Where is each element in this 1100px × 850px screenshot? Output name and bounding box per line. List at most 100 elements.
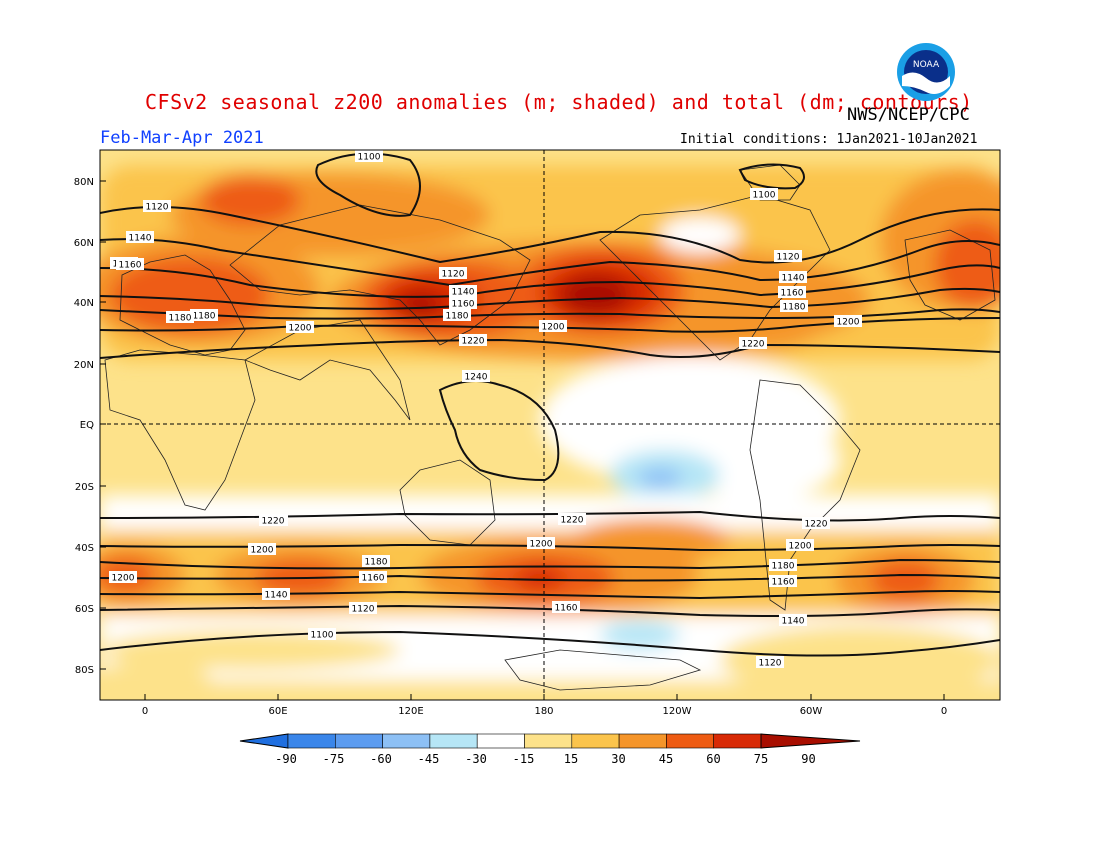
svg-text:1160: 1160	[119, 261, 142, 271]
contour-label: 1140	[262, 588, 290, 601]
svg-text:1220: 1220	[462, 337, 485, 347]
colorbar-label: 75	[754, 752, 768, 766]
svg-text:1200: 1200	[112, 574, 135, 584]
longitude-axis: 0 60E 120E 180 120W 60W 0	[142, 694, 947, 717]
colorbar-swatch	[713, 733, 762, 749]
svg-text:1120: 1120	[146, 203, 169, 213]
contour-label: 1220	[459, 334, 487, 347]
colorbar-swatch	[666, 733, 715, 749]
contour-label: 1120	[143, 200, 171, 213]
contour-label: 1220	[259, 514, 287, 527]
svg-text:1200: 1200	[789, 542, 812, 552]
season-label: Feb-Mar-Apr 2021	[100, 128, 264, 148]
svg-text:1200: 1200	[542, 323, 565, 333]
lon-tick-label: 0	[142, 706, 148, 717]
svg-text:1140: 1140	[452, 288, 475, 298]
colorbar-label: 45	[659, 752, 673, 766]
colorbar-right-arrow	[760, 733, 861, 749]
svg-text:1200: 1200	[251, 546, 274, 556]
svg-text:1140: 1140	[129, 234, 152, 244]
svg-text:1180: 1180	[193, 312, 216, 322]
contour-label: 1120	[349, 602, 377, 615]
lat-tick-label: 20S	[75, 482, 94, 493]
svg-text:1220: 1220	[742, 340, 765, 350]
colorbar-label: -15	[513, 752, 535, 766]
svg-text:1240: 1240	[465, 373, 488, 383]
svg-text:1100: 1100	[753, 191, 776, 201]
svg-text:1200: 1200	[289, 324, 312, 334]
contour-label: 1120	[439, 267, 467, 280]
lon-tick-label: 0	[941, 706, 947, 717]
contour-label: 1200	[527, 537, 555, 550]
contour-label: 1200	[786, 539, 814, 552]
svg-text:1200: 1200	[837, 318, 860, 328]
svg-text:1160: 1160	[452, 300, 475, 310]
svg-text:1180: 1180	[783, 303, 806, 313]
height-contours	[100, 152, 1000, 657]
svg-text:1160: 1160	[555, 604, 578, 614]
svg-text:1120: 1120	[777, 253, 800, 263]
colorbar-swatch	[524, 733, 573, 749]
contour-label: 1200	[248, 543, 276, 556]
svg-text:1180: 1180	[169, 314, 192, 324]
contour-label: 1220	[739, 337, 767, 350]
contour-label: 1200	[286, 321, 314, 334]
contour-label: 1200	[539, 320, 567, 333]
contour-label: 1180	[769, 559, 797, 572]
colorbar-swatch	[334, 733, 383, 749]
lon-tick-label: 120E	[398, 706, 423, 717]
agency-label: NWS/NCEP/CPC	[847, 105, 970, 125]
colorbar-label: -30	[465, 752, 487, 766]
contour-label: 1100	[355, 150, 383, 163]
svg-text:1180: 1180	[772, 562, 795, 572]
svg-text:1220: 1220	[561, 516, 584, 526]
contour-label-layer: 1100 1120 1140 1160 1180 1200 1220 1240 1120 1140…	[109, 150, 862, 669]
svg-text:1100: 1100	[311, 631, 334, 641]
svg-text:1140: 1140	[782, 617, 805, 627]
latitude-axis: 80N 60N 40N 20N EQ 20S 40S 60S 80S	[74, 177, 106, 676]
svg-text:1140: 1140	[782, 274, 805, 284]
contour-label: 1220	[802, 517, 830, 530]
contour-label: 1220	[558, 513, 586, 526]
svg-text:1140: 1140	[265, 591, 288, 601]
colorbar-label: -45	[418, 752, 440, 766]
contour-label: 1160	[449, 297, 477, 310]
contour-label: 1120	[756, 656, 784, 669]
colorbar: -90 -75 -60 -45 -30 -15 15 30 45 60 75 90	[239, 733, 861, 766]
colorbar-label: 90	[801, 752, 815, 766]
lat-tick-label: EQ	[80, 420, 94, 431]
svg-text:1100: 1100	[358, 153, 381, 163]
svg-text:1220: 1220	[262, 517, 285, 527]
map-frame	[99, 149, 1001, 701]
svg-text:1180: 1180	[365, 558, 388, 568]
colorbar-swatch	[429, 733, 478, 749]
svg-text:1120: 1120	[442, 270, 465, 280]
colorbar-label: -60	[370, 752, 392, 766]
lat-tick-label: 40S	[75, 543, 94, 554]
contour-label: 1180	[166, 311, 194, 324]
svg-text:1120: 1120	[352, 605, 375, 615]
logo-text: NOAA	[913, 60, 940, 70]
colorbar-label: -90	[275, 752, 297, 766]
colorbar-swatch	[618, 733, 667, 749]
contour-label: 1160	[116, 258, 144, 271]
colorbar-label: 60	[706, 752, 720, 766]
colorbar-swatch	[287, 733, 336, 749]
lat-tick-label: 80N	[74, 177, 94, 188]
svg-text:1160: 1160	[772, 578, 795, 588]
contour-label: 1140	[779, 271, 807, 284]
chart-title: CFSv2 seasonal z200 anomalies (m; shaded…	[145, 90, 973, 114]
contour-label: 1240	[462, 370, 490, 383]
lat-tick-label: 60N	[74, 238, 94, 249]
colorbar-swatch	[382, 733, 431, 749]
lat-tick-label: 80S	[75, 665, 94, 676]
contour-label: 1180	[190, 309, 218, 322]
svg-text:1200: 1200	[530, 540, 553, 550]
lon-tick-label: 180	[534, 706, 553, 717]
contour-label: 1140	[779, 614, 807, 627]
contour-label: 1200	[834, 315, 862, 328]
lat-tick-label: 20N	[74, 360, 94, 371]
svg-text:1180: 1180	[446, 312, 469, 322]
lon-tick-label: 60W	[800, 706, 823, 717]
